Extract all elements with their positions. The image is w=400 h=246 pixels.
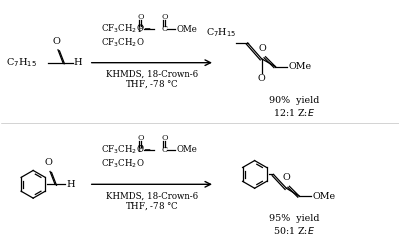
Text: KHMDS, 18-Crown-6: KHMDS, 18-Crown-6 [106, 70, 198, 79]
Text: C$_7$H$_{15}$: C$_7$H$_{15}$ [6, 56, 37, 69]
Text: P: P [138, 145, 143, 154]
Text: P: P [138, 25, 143, 33]
Text: OMe: OMe [176, 145, 197, 154]
Text: O: O [259, 44, 266, 53]
Text: OMe: OMe [288, 62, 312, 71]
Text: O: O [44, 158, 52, 168]
Text: 50:1 Z:$\it{E}$: 50:1 Z:$\it{E}$ [273, 225, 316, 236]
Text: H: H [74, 58, 82, 67]
Text: O: O [137, 13, 144, 21]
Text: 90%  yield: 90% yield [269, 96, 320, 105]
Text: O: O [282, 173, 290, 182]
Text: C$_7$H$_{15}$: C$_7$H$_{15}$ [206, 27, 236, 39]
Text: C: C [161, 146, 167, 154]
Text: KHMDS, 18-Crown-6: KHMDS, 18-Crown-6 [106, 192, 198, 201]
Text: OMe: OMe [312, 192, 335, 201]
Text: O: O [161, 13, 168, 21]
Text: CF$_3$CH$_2$O$-$: CF$_3$CH$_2$O$-$ [101, 143, 151, 156]
Text: H: H [66, 180, 74, 189]
Text: THF, -78 $\degree$C: THF, -78 $\degree$C [125, 79, 179, 90]
Text: O: O [52, 37, 60, 46]
Text: CF$_3$CH$_2$O: CF$_3$CH$_2$O [101, 157, 144, 170]
Text: CF$_3$CH$_2$O$-$: CF$_3$CH$_2$O$-$ [101, 23, 151, 35]
Text: C: C [161, 25, 167, 33]
Text: CF$_3$CH$_2$O: CF$_3$CH$_2$O [101, 37, 144, 49]
Text: THF, -78 $\degree$C: THF, -78 $\degree$C [125, 200, 179, 212]
Text: 95%  yield: 95% yield [269, 215, 320, 223]
Text: O: O [137, 134, 144, 142]
Text: 12:1 Z:$\it{E}$: 12:1 Z:$\it{E}$ [273, 107, 316, 118]
Text: O: O [258, 74, 266, 83]
Text: OMe: OMe [176, 25, 197, 33]
Text: O: O [161, 134, 168, 142]
